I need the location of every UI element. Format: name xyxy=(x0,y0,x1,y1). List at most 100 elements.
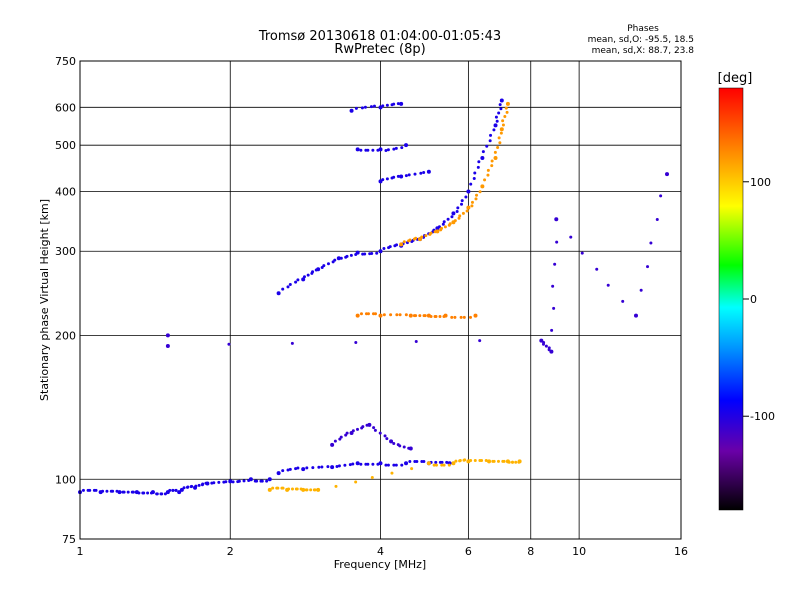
echo-point-fill xyxy=(459,315,463,319)
echo-point-fill xyxy=(288,467,292,471)
echo-point-fill xyxy=(418,314,422,318)
echo-point-fill xyxy=(339,256,343,260)
x-tick-label: 6 xyxy=(465,545,472,558)
echo-point-fill xyxy=(434,460,438,464)
echo-point-fill xyxy=(395,313,399,317)
echo-point-fill xyxy=(101,489,105,493)
echo-point-fill xyxy=(131,490,135,494)
echo-point-fill xyxy=(149,491,153,495)
echo-point xyxy=(554,217,559,222)
echo-point-fill xyxy=(497,111,501,115)
echo-point-fill xyxy=(490,164,494,168)
echo-point-fill xyxy=(437,225,441,229)
echo-point-fill xyxy=(460,199,464,203)
echo-point xyxy=(451,461,456,466)
echo-point-fill xyxy=(470,200,474,204)
echo-point-fill xyxy=(453,315,457,319)
echo-point-fill xyxy=(351,429,355,433)
echo-point-fill xyxy=(440,463,444,467)
echo-point-fill xyxy=(383,434,387,438)
echo-point-fill xyxy=(541,342,545,346)
echo-series xyxy=(349,101,431,184)
echo-point-fill xyxy=(333,439,337,443)
echo-point-fill xyxy=(450,315,454,319)
echo-point-fill xyxy=(363,105,367,109)
echo-point-fill xyxy=(294,280,298,284)
echo-point-fill xyxy=(286,468,290,472)
echo-point-fill xyxy=(394,463,398,467)
echo-point-fill xyxy=(326,262,330,266)
x-axis-label: Frequency [MHz] xyxy=(334,558,426,571)
echo-point-fill xyxy=(359,148,363,152)
echo-point-fill xyxy=(385,103,389,107)
echo-point-fill xyxy=(333,258,337,262)
echo-point-fill xyxy=(299,487,303,491)
echo-point xyxy=(480,184,485,189)
echo-point-fill xyxy=(458,459,462,463)
echo-point xyxy=(399,174,404,179)
echo-point-fill xyxy=(407,173,411,177)
echo-point-fill xyxy=(281,486,285,490)
echo-point-fill xyxy=(492,459,496,463)
y-tick-label: 100 xyxy=(55,473,76,486)
echo-point xyxy=(378,313,383,318)
echo-series xyxy=(78,488,182,496)
echo-point-fill xyxy=(455,210,459,214)
echo-point-fill xyxy=(454,459,458,463)
echo-point-fill xyxy=(396,174,400,178)
echo-point-fill xyxy=(404,174,408,178)
x-tick-label: 16 xyxy=(674,545,688,558)
echo-point-fill xyxy=(463,458,467,462)
echo-point-fill xyxy=(302,275,306,279)
echo-point-fill xyxy=(359,462,363,466)
echo-point-fill xyxy=(122,490,126,494)
echo-point-fill xyxy=(281,287,285,291)
echo-point-fill xyxy=(407,446,411,450)
echo-point-fill xyxy=(442,315,446,319)
echo-point-fill xyxy=(354,480,358,484)
echo-point-fill xyxy=(392,463,396,467)
echo-point xyxy=(408,313,413,318)
echo-point-fill xyxy=(496,459,500,463)
stats-o-line: mean, sd,O: -95.5, 18.5 xyxy=(588,35,694,45)
echo-point-fill xyxy=(361,425,365,429)
echo-point xyxy=(466,189,471,194)
echo-point-fill xyxy=(621,299,625,303)
echo-point-fill xyxy=(474,197,478,201)
echo-point-fill xyxy=(287,487,291,491)
echo-point-fill xyxy=(478,339,482,343)
echo-point-fill xyxy=(489,133,493,137)
echo-point-fill xyxy=(335,465,339,469)
echo-point-fill xyxy=(339,435,343,439)
y-tick-label: 500 xyxy=(55,139,76,152)
echo-point-fill xyxy=(422,460,426,464)
echo-point-fill xyxy=(504,106,508,110)
echo-point-fill xyxy=(376,462,380,466)
echo-point xyxy=(426,169,431,174)
echo-series xyxy=(276,98,504,296)
echo-point xyxy=(404,143,409,148)
echo-point-fill xyxy=(408,238,412,242)
colorbar xyxy=(718,87,744,511)
echo-point-fill xyxy=(440,460,444,464)
echo-point-fill xyxy=(440,226,444,230)
echo-point xyxy=(117,490,122,495)
echo-point xyxy=(179,487,184,492)
echo-point-fill xyxy=(227,342,231,346)
echo-point-fill xyxy=(432,463,436,467)
echo-point xyxy=(399,242,404,247)
echo-point xyxy=(539,338,544,343)
y-tick-label: 200 xyxy=(55,329,76,342)
echo-point-fill xyxy=(376,148,380,152)
echo-point-fill xyxy=(276,486,280,490)
echo-point xyxy=(493,156,498,161)
echo-point-fill xyxy=(473,171,477,175)
echo-point-fill xyxy=(160,492,164,496)
echo-point-fill xyxy=(204,481,208,485)
echo-point-fill xyxy=(475,193,479,197)
colorbar-tick-label: 0 xyxy=(750,293,757,306)
echo-point-fill xyxy=(290,341,294,345)
echo-point-fill xyxy=(477,160,481,164)
echo-point-fill xyxy=(366,462,370,466)
echo-point-fill xyxy=(260,479,264,483)
